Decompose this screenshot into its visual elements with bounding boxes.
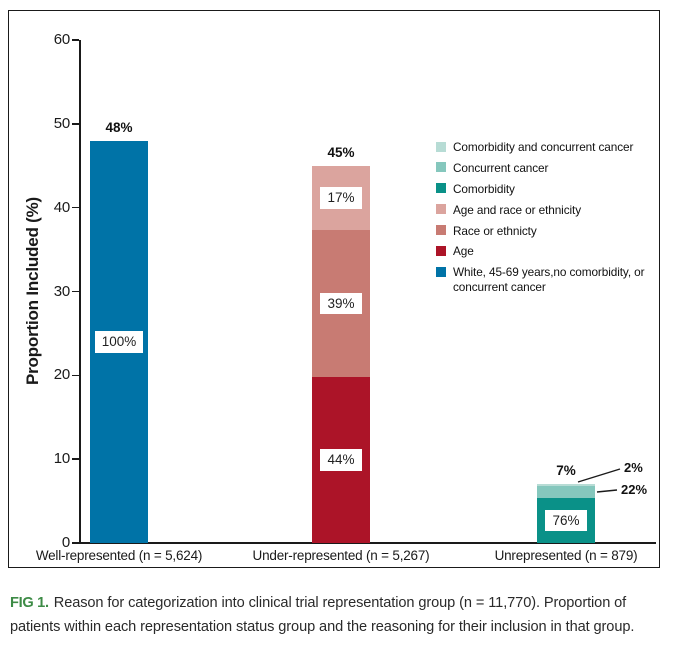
bar-total-label: 7% [556, 463, 576, 479]
legend-swatch [436, 162, 446, 173]
callout-label-concurrent-cancer: 22% [621, 482, 648, 497]
y-tick-mark [72, 290, 79, 293]
legend-item: Comorbidity [436, 182, 660, 196]
figure-caption: FIG 1. Reason for categorization into cli… [10, 592, 662, 639]
stacked-bar: 76% [537, 484, 595, 543]
y-axis-line [79, 40, 81, 544]
y-tick-label: 0 [61, 534, 70, 551]
callout-label-comorbidity-and-concurrent-cancer: 2% [624, 460, 643, 475]
stacked-bar: 44% 39% 17% [312, 165, 370, 543]
x-category-unrepresented: Unrepresented (n = 879) [494, 548, 638, 563]
y-tick-label: 30 [53, 282, 70, 300]
y-tick-label: 60 [53, 31, 70, 48]
legend-label: Comorbidity and concurrent cancer [453, 140, 634, 154]
segment-value-label: 100% [94, 331, 144, 353]
legend-label: Comorbidity [453, 181, 515, 196]
x-category-well-represented: Well-represented (n = 5,624) [35, 548, 203, 563]
bar-total-label: 45% [327, 144, 355, 160]
bar-segment: 76% [537, 498, 595, 543]
figure-caption-tag: FIG 1. [10, 595, 49, 611]
legend-swatch [436, 225, 446, 236]
bar-segment: 17% [312, 165, 370, 230]
legend-label: Age [453, 244, 474, 259]
bar-segment [537, 484, 595, 486]
legend-item: Concurrent cancer [436, 161, 660, 175]
segment-value-label: 17% [320, 187, 362, 209]
legend-label: Concurrent cancer [453, 160, 549, 175]
y-tick-label: 40 [53, 198, 70, 216]
legend-swatch [436, 183, 446, 194]
legend-swatch [436, 204, 446, 215]
stacked-bar: 100% [90, 140, 148, 543]
y-tick-mark [72, 123, 79, 125]
x-axis-line [79, 542, 656, 544]
y-tick-mark [72, 458, 79, 460]
x-category-under-represented: Under-represented (n = 5,267) [252, 548, 430, 563]
y-tick-label: 50 [53, 114, 70, 132]
legend-swatch [436, 141, 446, 152]
y-tick-mark [72, 206, 79, 209]
legend-swatch [436, 266, 446, 277]
legend-item: Age and race or ethnicity [436, 203, 660, 217]
bar-segment [537, 485, 595, 499]
legend-swatch [436, 245, 446, 256]
y-tick-mark [72, 374, 79, 377]
segment-value-label: 44% [320, 449, 362, 471]
y-tick-mark [72, 39, 79, 41]
legend-item: Race or ethnicty [436, 224, 660, 238]
legend-label: White, 45-69 years,no comorbidity, or co… [453, 265, 645, 294]
legend-item: Comorbidity and concurrent cancer [436, 140, 660, 154]
bar-total-label: 48% [105, 119, 133, 135]
y-tick-mark [72, 542, 79, 544]
bar-segment: 100% [90, 140, 148, 543]
figure-caption-text: Reason for categorization into clinical … [10, 595, 635, 635]
legend-label: Race or ethnicty [453, 223, 537, 238]
legend-item: Age [436, 244, 660, 258]
legend-label: Age and race or ethnicity [453, 202, 581, 217]
bar-segment: 44% [312, 377, 370, 543]
y-tick-label: 10 [53, 450, 70, 468]
y-tick-label: 20 [53, 366, 70, 384]
bar-segment: 39% [312, 229, 370, 378]
chart-legend: Comorbidity and concurrent cancer Concurr… [436, 140, 660, 301]
legend-item: White, 45-69 years,no comorbidity, or co… [436, 265, 660, 294]
segment-value-label: 39% [320, 292, 362, 315]
segment-value-label: 76% [545, 509, 587, 532]
